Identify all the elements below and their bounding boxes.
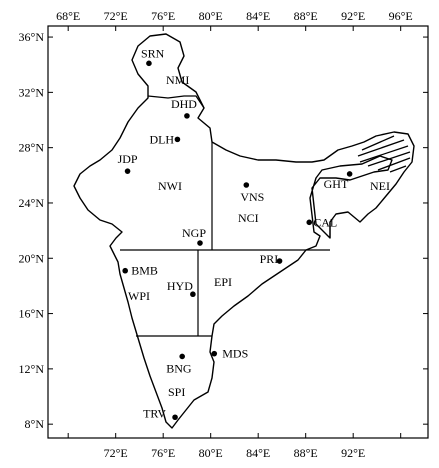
station-dot-pri [276, 258, 283, 264]
station-label-trv: TRV [143, 406, 166, 420]
station-label-bmb: BMB [131, 264, 158, 278]
region-label-wpi: WPI [128, 289, 150, 303]
station-dot-dhd [184, 113, 190, 119]
region-label-nmi: NMI [166, 73, 189, 87]
lat-label: 8°N [25, 417, 45, 431]
station-label-dlh: DLH [149, 132, 174, 146]
station-dot-bng [179, 353, 185, 360]
bottom-lon-label: 72°E [104, 446, 128, 460]
station-dot-vns [243, 182, 250, 188]
top-lon-label: 72°E [104, 9, 128, 23]
stations: SRN DHD DLH JDP VNS GHT CAL NGP BMB PRI HYD BNG MDS T… [118, 46, 353, 420]
station-label-mds: MDS [222, 347, 248, 361]
station-dot-ght [346, 171, 353, 177]
station-label-srn: SRN [141, 46, 165, 60]
station-dot-hyd [190, 291, 196, 298]
station-dot-srn [146, 60, 152, 67]
top-lon-label: 80°E [199, 9, 223, 23]
lat-label: 16°N [19, 307, 45, 321]
station-label-ngp: NGP [182, 226, 206, 240]
top-lon-label: 96°E [389, 9, 413, 23]
bottom-lon-label: 84°E [246, 446, 270, 460]
top-lon-label: 88°E [294, 9, 318, 23]
lat-label: 32°N [19, 85, 45, 99]
hatched-area-northeast [357, 135, 411, 173]
axis-ticks: 68°E 72°E 72°E 76°E 76°E 80°E 80°E 84°E 84°E 88°E… [19, 9, 428, 460]
station-dot-dlh [174, 136, 181, 143]
station-label-vns: VNS [240, 190, 264, 204]
station-label-hyd: HYD [167, 279, 193, 293]
lat-label: 24°N [19, 196, 45, 210]
top-lon-label: 92°E [341, 9, 365, 23]
station-label-dhd: DHD [171, 97, 197, 111]
region-label-nci: NCI [238, 211, 259, 225]
station-dot-jdp [124, 168, 131, 174]
bottom-lon-label: 92°E [341, 446, 365, 460]
top-lon-label: 68°E [56, 9, 80, 23]
station-label-bng: BNG [166, 361, 192, 375]
top-lon-label: 76°E [151, 9, 175, 23]
bottom-lon-label: 76°E [151, 446, 175, 460]
station-dot-ngp [197, 240, 203, 246]
station-label-ght: GHT [324, 177, 349, 191]
lat-label: 20°N [19, 251, 45, 265]
station-dot-mds [211, 350, 218, 357]
station-label-cal: CAL [313, 215, 337, 229]
station-dot-bmb [122, 267, 128, 274]
region-label-epi: EPI [214, 275, 232, 289]
bottom-lon-label: 88°E [294, 446, 318, 460]
station-dot-trv [172, 414, 178, 421]
india-outline [73, 33, 415, 429]
station-dot-cal [306, 219, 313, 226]
station-label-pri: PRI [260, 252, 279, 266]
map-frame [47, 25, 429, 439]
top-lon-label: 84°E [246, 9, 270, 23]
lat-label: 12°N [19, 362, 45, 376]
lat-label: 36°N [19, 30, 45, 44]
lat-label: 28°N [19, 141, 45, 155]
bottom-lon-label: 80°E [199, 446, 223, 460]
region-label-nei: NEI [370, 179, 390, 193]
station-label-jdp: JDP [118, 152, 138, 166]
region-label-nwi: NWI [158, 179, 182, 193]
region-label-spi: SPI [168, 385, 185, 399]
region-divider-nmi [147, 95, 205, 109]
